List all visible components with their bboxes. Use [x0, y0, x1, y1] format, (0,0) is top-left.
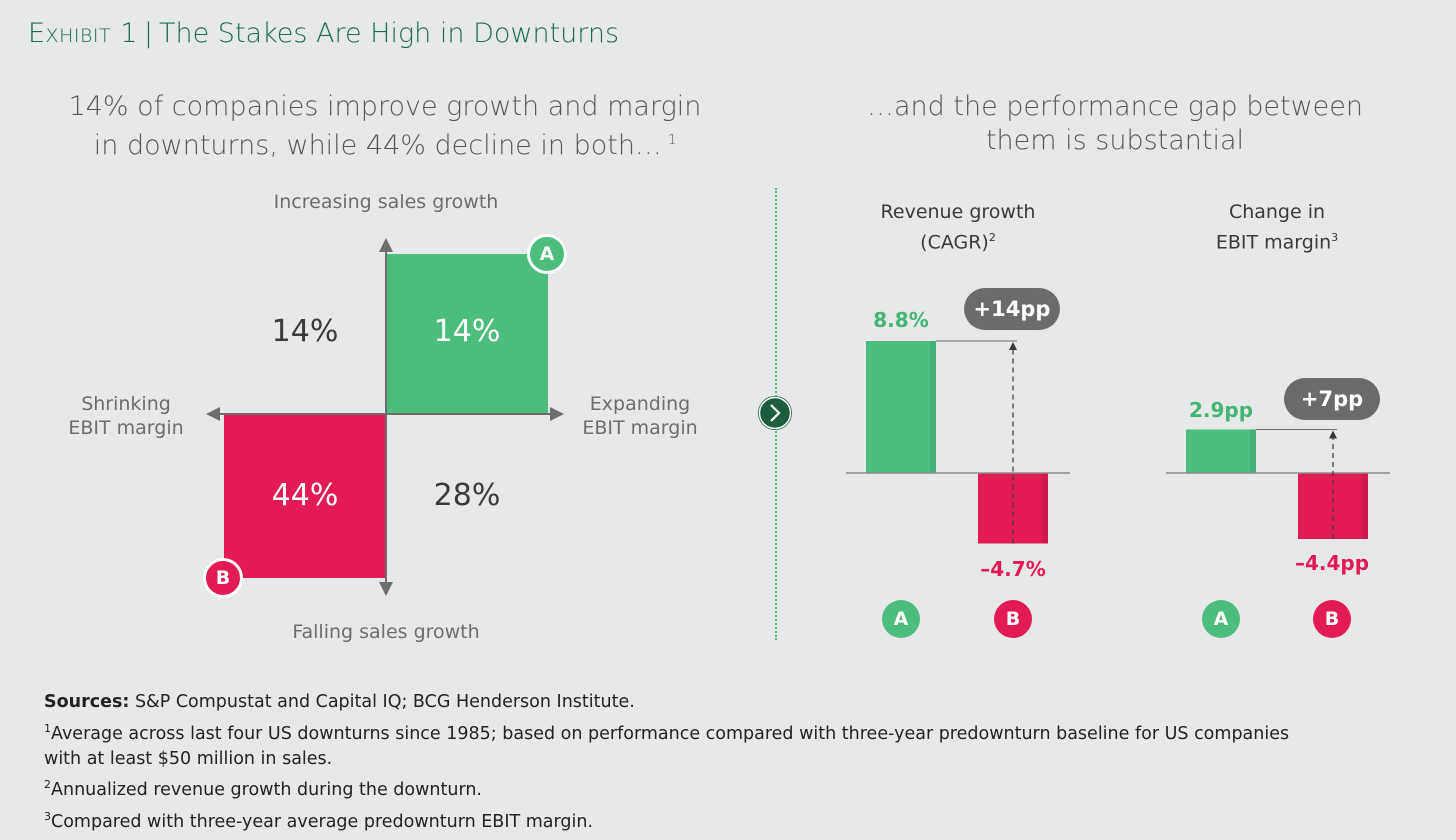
title-separator: |: [143, 18, 153, 49]
margin-gap-pill: +7pp: [1284, 378, 1380, 420]
margin-b-value: –4.4pp: [1294, 551, 1370, 575]
margin-gap-arrowhead-icon: [1329, 430, 1337, 439]
ebit-margin-chart: [1166, 429, 1390, 539]
axis-label-top: Increasing sales growth: [273, 191, 499, 213]
left-subtitle-line2: in downturns, while 44% decline in both…: [93, 130, 662, 161]
chevron-right-icon: [758, 396, 792, 430]
revenue-bar-shade-a: [930, 341, 936, 473]
axis-label-left-line2: EBIT margin: [68, 417, 184, 439]
quadrant-chart: [206, 238, 564, 596]
revenue-category-a: A: [882, 600, 920, 638]
axis-label-left-line1: Shrinking: [81, 393, 171, 415]
margin-bar-shade-a: [1250, 429, 1256, 473]
right-subtitle: …and the performance gap between them is…: [800, 90, 1430, 158]
left-subtitle-line1: 14% of companies improve growth and marg…: [68, 91, 702, 122]
revenue-gap-arrowhead-icon: [1009, 342, 1017, 350]
right-subtitle-line2: them is substantial: [985, 125, 1245, 156]
axis-arrow-left-icon: [206, 407, 220, 421]
margin-chart-title: Change in EBIT margin3: [1177, 200, 1377, 255]
sources-label: Sources:: [44, 692, 130, 712]
note-3-mark: 3: [44, 809, 51, 823]
right-subtitle-line1: …and the performance gap between: [867, 91, 1363, 122]
quadrant-b-box: [224, 414, 386, 578]
exhibit-number: Exhibit 1: [28, 18, 138, 49]
left-subtitle-note: 1: [667, 133, 677, 148]
note-1: 1Average across last four US downturns s…: [44, 716, 1289, 747]
revenue-category-b: B: [994, 600, 1032, 638]
revenue-bar-shade-b: [1042, 473, 1048, 544]
note-1-line1: Average across last four US downturns si…: [51, 723, 1290, 744]
margin-category-b: B: [1313, 600, 1351, 638]
margin-a-value: 2.9pp: [1188, 398, 1254, 422]
quadrant-top-left-value: 14%: [271, 314, 339, 349]
axis-label-bottom: Falling sales growth: [292, 621, 480, 643]
note-3: 3Compared with three-year average predow…: [44, 804, 1289, 835]
sources-text: S&P Compustat and Capital IQ; BCG Hender…: [134, 692, 635, 712]
revenue-b-value: –4.7%: [980, 557, 1046, 581]
exhibit-title: Exhibit 1 | The Stakes Are High in Downtur…: [28, 18, 619, 49]
quadrant-bottom-left-value: 44%: [271, 478, 339, 513]
revenue-gap-pill: +14pp: [964, 288, 1060, 330]
revenue-bar-a: [866, 341, 936, 473]
margin-bar-shade-b: [1362, 473, 1368, 539]
margin-title-line1: Change in: [1228, 201, 1326, 223]
margin-title-note: 3: [1331, 231, 1339, 244]
quadrant-a-box: [386, 254, 548, 414]
axis-arrow-right-icon: [550, 407, 564, 421]
quadrant-bottom-right-value: 28%: [433, 478, 501, 513]
axis-arrow-up-icon: [379, 238, 393, 252]
margin-category-a: A: [1202, 600, 1240, 638]
exhibit-title-text: The Stakes Are High in Downturns: [159, 18, 620, 49]
revenue-title-line2: (CAGR): [920, 231, 989, 254]
note-2-text: Annualized revenue growth during the dow…: [51, 780, 482, 801]
revenue-a-value: 8.8%: [873, 308, 929, 332]
note-2-mark: 2: [44, 778, 51, 792]
left-subtitle: 14% of companies improve growth and marg…: [40, 90, 730, 163]
revenue-title-line1: Revenue growth: [880, 201, 1036, 223]
footer-notes: Sources: S&P Compustat and Capital IQ; B…: [44, 690, 1289, 835]
axis-label-right-line2: EBIT margin: [582, 417, 698, 439]
sources-line: Sources: S&P Compustat and Capital IQ; B…: [44, 690, 1289, 716]
revenue-chart-title: Revenue growth (CAGR)2: [858, 200, 1058, 255]
chevron-right-glyph: [758, 396, 792, 430]
note-1-mark: 1: [44, 721, 51, 735]
revenue-title-note: 2: [988, 231, 996, 244]
badge-a: A: [527, 234, 567, 274]
axis-label-right: Expanding EBIT margin: [570, 392, 710, 440]
margin-title-line2: EBIT margin: [1215, 231, 1332, 254]
axis-arrow-down-icon: [379, 582, 393, 596]
note-1-cont: with at least $50 million in sales.: [44, 748, 333, 769]
note-2: 2Annualized revenue growth during the do…: [44, 772, 1289, 803]
bar-charts: [846, 340, 1390, 544]
revenue-growth-chart: [846, 340, 1070, 544]
axis-label-right-line1: Expanding: [589, 393, 691, 415]
badge-b: B: [203, 558, 243, 598]
axis-label-left: Shrinking EBIT margin: [56, 392, 196, 440]
note-3-text: Compared with three-year average predown…: [51, 811, 594, 832]
margin-bar-a: [1186, 429, 1256, 473]
quadrant-top-right-value: 14%: [433, 314, 501, 349]
